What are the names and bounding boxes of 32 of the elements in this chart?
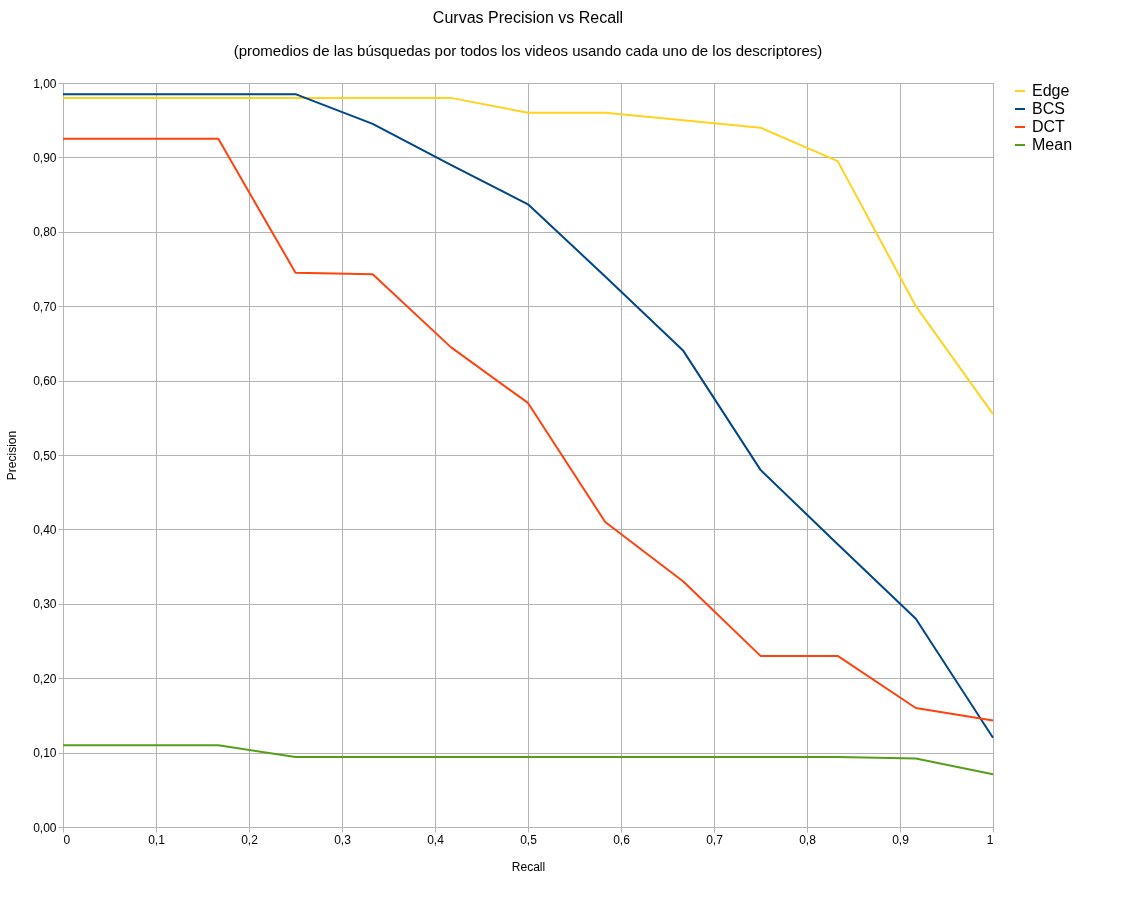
x-tick-label: 0,5 [520, 832, 538, 847]
line-series [62, 744, 994, 776]
x-tick-label: 1 [986, 832, 994, 847]
y-tick-label: 0,20 [33, 671, 57, 686]
y-tick-label: 0,40 [33, 522, 57, 537]
y-tick-label: 0,10 [33, 746, 57, 761]
legend-label: Edge [1032, 82, 1070, 99]
chart-title: Curvas Precision vs Recall [432, 9, 624, 26]
line-series [62, 96, 994, 416]
y-tick-label: 0,80 [33, 225, 57, 240]
x-tick-label: 0 [63, 832, 71, 847]
x-tick-label: 0,3 [334, 832, 352, 847]
y-tick-label: 0,00 [33, 820, 57, 835]
x-tick-label: 0,1 [148, 832, 166, 847]
y-tick-label: 0,70 [33, 299, 57, 314]
y-tick-label: 0,60 [33, 374, 57, 389]
y-axis-title: Precision [5, 430, 20, 481]
y-tick-label: 0,50 [33, 448, 57, 463]
x-tick-label: 0,6 [613, 832, 631, 847]
legend-label: BCS [1032, 100, 1065, 117]
y-tick-label: 0,30 [33, 597, 57, 612]
x-tick-label: 0,9 [892, 832, 910, 847]
x-axis-title: Recall [511, 859, 546, 874]
x-tick-label: 0,4 [427, 832, 445, 847]
legend-label: Mean [1032, 136, 1073, 153]
legend-label: DCT [1032, 118, 1066, 135]
x-tick-label: 0,2 [241, 832, 259, 847]
y-tick-label: 0,90 [33, 150, 57, 165]
x-tick-label: 0,7 [706, 832, 724, 847]
y-tick-label: 1,00 [33, 76, 57, 91]
x-tick-label: 0,8 [799, 832, 817, 847]
chart-subtitle: (promedios de las búsquedas por todos los videos usando cada uno de los descriptores) [233, 42, 823, 59]
